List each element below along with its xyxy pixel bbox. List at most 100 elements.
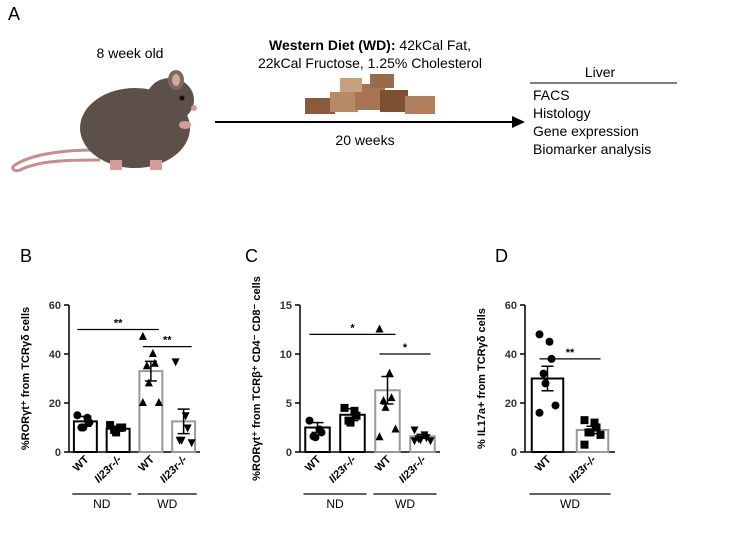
mouse-icon [11, 70, 197, 172]
data-point [73, 411, 82, 420]
data-point [391, 424, 400, 433]
significance-label: ** [163, 335, 172, 347]
data-point [317, 428, 326, 437]
data-point [118, 423, 127, 432]
x-tick-label: WT [136, 453, 157, 474]
y-axis-label: % IL17a+ from TCRγδ cells [476, 308, 488, 449]
arrow-head [512, 116, 525, 128]
data-point [138, 398, 147, 406]
significance-label: * [403, 342, 408, 354]
diet-name: Western Diet (WD): [269, 37, 396, 53]
diet-line-1: Western Diet (WD): 42kCal Fat, [269, 37, 471, 53]
data-point [426, 437, 435, 446]
data-point [381, 402, 390, 411]
data-point [551, 401, 560, 410]
data-point [350, 406, 359, 415]
data-point [545, 337, 554, 346]
data-point [144, 378, 153, 387]
panel-label: B [20, 246, 32, 266]
data-point [410, 437, 419, 446]
data-point [154, 398, 163, 406]
data-point [580, 416, 589, 425]
data-point [416, 436, 425, 445]
y-tick-label: 20 [505, 398, 517, 410]
x-tick-label: WT [71, 453, 92, 474]
data-point [387, 393, 396, 402]
data-point [596, 430, 605, 439]
significance-label: ** [114, 318, 123, 330]
panel-label: A [8, 4, 20, 24]
significance-label: * [350, 322, 355, 334]
data-point [535, 408, 544, 417]
y-tick-label: 0 [55, 447, 61, 459]
data-point [375, 324, 384, 333]
data-point [375, 432, 384, 441]
panel-label: D [495, 246, 508, 266]
y-axis-label: %RORγt⁺ from TCRγδ cells [20, 307, 32, 450]
x-tick-label: Il23r-/- [158, 453, 190, 485]
data-point [142, 361, 151, 370]
data-point [535, 330, 544, 339]
x-tick-label: Il23r-/- [567, 453, 599, 485]
y-tick-label: 10 [280, 349, 292, 361]
diet-line-2: 22kCal Fructose, 1.25% Cholesterol [258, 55, 482, 71]
data-point [85, 418, 94, 427]
x-tick-label: WT [533, 453, 554, 474]
group-label: ND [326, 497, 344, 511]
data-point [592, 423, 601, 432]
data-point [541, 379, 550, 388]
x-tick-label: Il23r-/- [397, 453, 429, 485]
organ-label: Liver [585, 64, 616, 80]
panel-label: C [245, 246, 258, 266]
y-tick-label: 0 [511, 447, 517, 459]
y-tick-label: 60 [49, 300, 61, 312]
diet-fat: 42kCal Fat, [396, 37, 471, 53]
data-point [586, 428, 595, 437]
data-point [580, 440, 589, 449]
group-label: WD [560, 497, 580, 511]
group-label: WD [157, 497, 177, 511]
y-tick-label: 40 [49, 349, 61, 361]
y-tick-label: 15 [280, 300, 292, 312]
analysis-item: Biomarker analysis [533, 141, 651, 157]
data-point [311, 433, 320, 442]
x-tick-label: WT [373, 453, 394, 474]
data-point [305, 416, 314, 425]
x-tick-label: Il23r-/- [92, 453, 124, 485]
data-point [150, 358, 159, 367]
data-point [177, 436, 186, 445]
y-tick-label: 0 [286, 447, 292, 459]
data-point [422, 434, 431, 443]
y-tick-label: 40 [505, 349, 517, 361]
data-point [379, 396, 388, 405]
data-point [79, 423, 88, 432]
data-point [410, 426, 419, 435]
data-point [171, 358, 180, 367]
analysis-item: Gene expression [533, 123, 639, 139]
data-point [181, 412, 190, 421]
data-point [183, 424, 192, 433]
duration-label: 20 weeks [335, 132, 394, 148]
data-point [346, 418, 355, 427]
x-tick-label: WT [303, 453, 324, 474]
group-label: WD [395, 497, 415, 511]
age-label: 8 week old [97, 45, 164, 61]
data-point [187, 439, 196, 448]
y-tick-label: 5 [286, 398, 292, 410]
data-point [340, 403, 349, 412]
significance-label: ** [566, 347, 575, 359]
data-point [385, 368, 394, 377]
data-point [539, 369, 548, 378]
data-point [138, 331, 147, 340]
analysis-item: FACS [533, 87, 570, 103]
y-tick-label: 20 [49, 398, 61, 410]
group-label: ND [93, 497, 111, 511]
data-point [106, 421, 115, 430]
analysis-item: Histology [533, 105, 591, 121]
food-icon [305, 74, 435, 114]
data-point [148, 349, 157, 357]
data-point [112, 428, 121, 437]
data-point [352, 411, 361, 420]
